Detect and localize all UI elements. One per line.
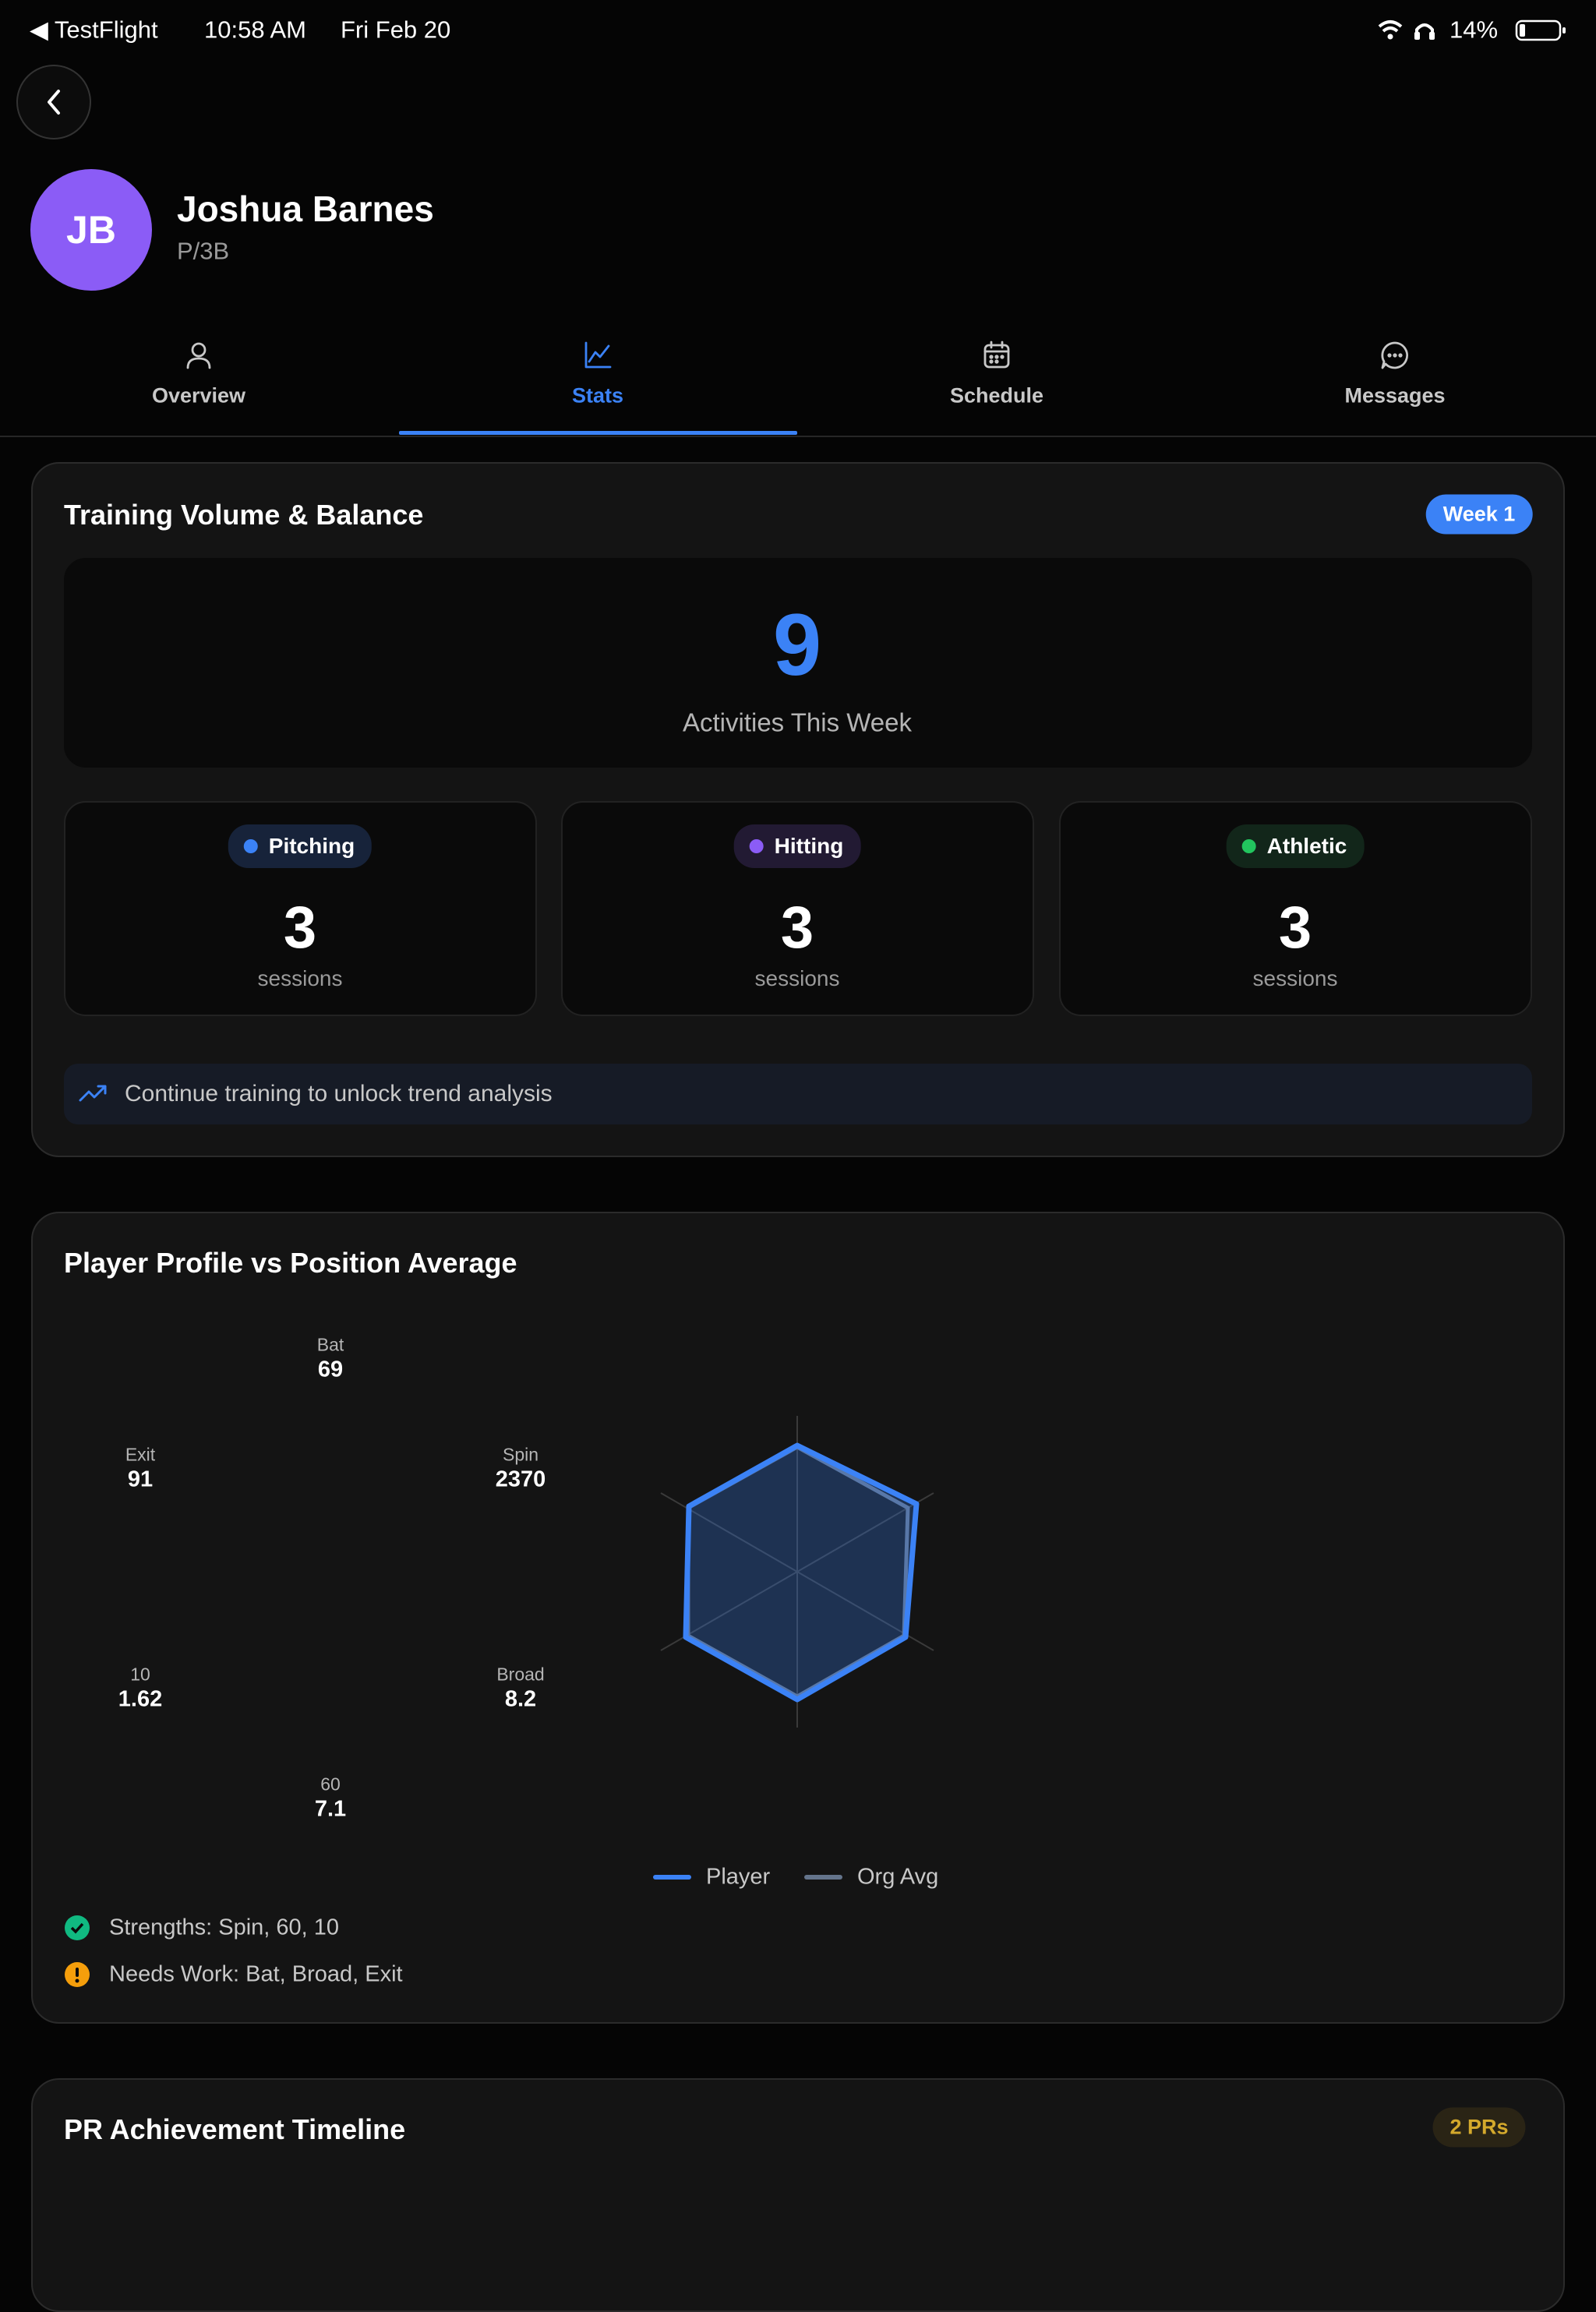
tab-icon [983, 341, 1010, 369]
tab-icon [584, 341, 612, 369]
category-pill: Athletic [1226, 824, 1365, 868]
category-name: Hitting [774, 834, 844, 858]
session-unit: sessions [1252, 966, 1338, 990]
week-badge[interactable]: Week 1 [1425, 494, 1533, 535]
category-name: Athletic [1266, 834, 1347, 858]
metric-value: 2370 [495, 1467, 546, 1492]
avatar-initials: JB [66, 208, 116, 252]
radar-chart [660, 1416, 934, 1728]
back-chevron [48, 90, 60, 115]
status-time: 10:58 AM [204, 16, 306, 44]
tab-icon [1381, 341, 1408, 369]
strengths-text: Strengths: Spin, 60, 10 [109, 1915, 340, 1940]
tab-divider [0, 436, 1596, 437]
category-pill: Pitching [228, 824, 373, 868]
status-back-app[interactable]: ◀ TestFlight [30, 16, 158, 44]
pr-badge: 2 PRs [1432, 2107, 1526, 2148]
notice-bar [64, 1064, 1532, 1124]
needs-work-text: Needs Work: Bat, Broad, Exit [109, 1961, 403, 1987]
strength-icon [65, 1915, 90, 1940]
metric-value: 8.2 [504, 1686, 537, 1712]
back-button[interactable] [16, 65, 91, 139]
metric-value: 91 [127, 1467, 154, 1492]
metric-label: 10 [130, 1664, 150, 1685]
total-box [64, 558, 1532, 768]
legend-label: Org Avg [857, 1864, 939, 1890]
legend-swatch-player [653, 1875, 691, 1880]
category-name: Pitching [268, 834, 355, 858]
player-shape [683, 1442, 920, 1703]
legend-swatch-org [804, 1875, 842, 1880]
tab-label[interactable]: Schedule [949, 383, 1044, 408]
tab-underline [399, 431, 797, 435]
metric-label: 60 [320, 1774, 341, 1795]
tab-label[interactable]: Overview [151, 383, 246, 408]
notice-text: Continue training to unlock trend analys… [125, 1081, 553, 1107]
status-icons [1378, 20, 1435, 40]
card-title: PR Achievement Timeline [64, 2113, 406, 2145]
tab-label[interactable]: Stats [571, 383, 624, 408]
total-count: 9 [772, 596, 822, 694]
warning-icon [65, 1962, 90, 1987]
tab-icon [186, 342, 211, 369]
session-unit: sessions [257, 966, 343, 990]
category-dot [243, 839, 258, 853]
player-name: Joshua Barnes [177, 189, 434, 229]
trend-icon [79, 1085, 107, 1102]
metric-label: Broad [496, 1664, 545, 1685]
session-count: 3 [1278, 895, 1312, 961]
status-back-text[interactable]: TestFlight [54, 16, 158, 44]
session-unit: sessions [754, 966, 840, 990]
app-screen: ◀ TestFlight 10:58 AM Fri Feb 20 14% JB … [0, 16, 1596, 2312]
total-label: Activities This Week [682, 708, 913, 737]
metric-value: 69 [317, 1357, 344, 1382]
session-count: 3 [780, 895, 814, 961]
metric-label: Exit [125, 1444, 156, 1465]
card-title: Training Volume & Balance [64, 499, 424, 531]
category-dot [1241, 839, 1256, 853]
metric-value: 1.62 [118, 1686, 163, 1712]
card-title: Player Profile vs Position Average [64, 1247, 517, 1279]
avatar [30, 169, 152, 291]
battery-icon [1515, 19, 1566, 41]
tab-label[interactable]: Messages [1344, 383, 1446, 408]
legend-label: Player [706, 1864, 771, 1890]
metric-value: 7.1 [314, 1796, 347, 1822]
radar-axis [660, 1492, 934, 1651]
category-pill: Hitting [733, 824, 861, 868]
status-date: Fri Feb 20 [341, 16, 451, 44]
metric-label: Bat [316, 1334, 344, 1355]
metric-label: Spin [502, 1444, 539, 1465]
player-position: P/3B [177, 237, 230, 265]
status-battery: 14% [1449, 16, 1499, 44]
session-count: 3 [283, 895, 317, 961]
category-dot [749, 839, 764, 853]
